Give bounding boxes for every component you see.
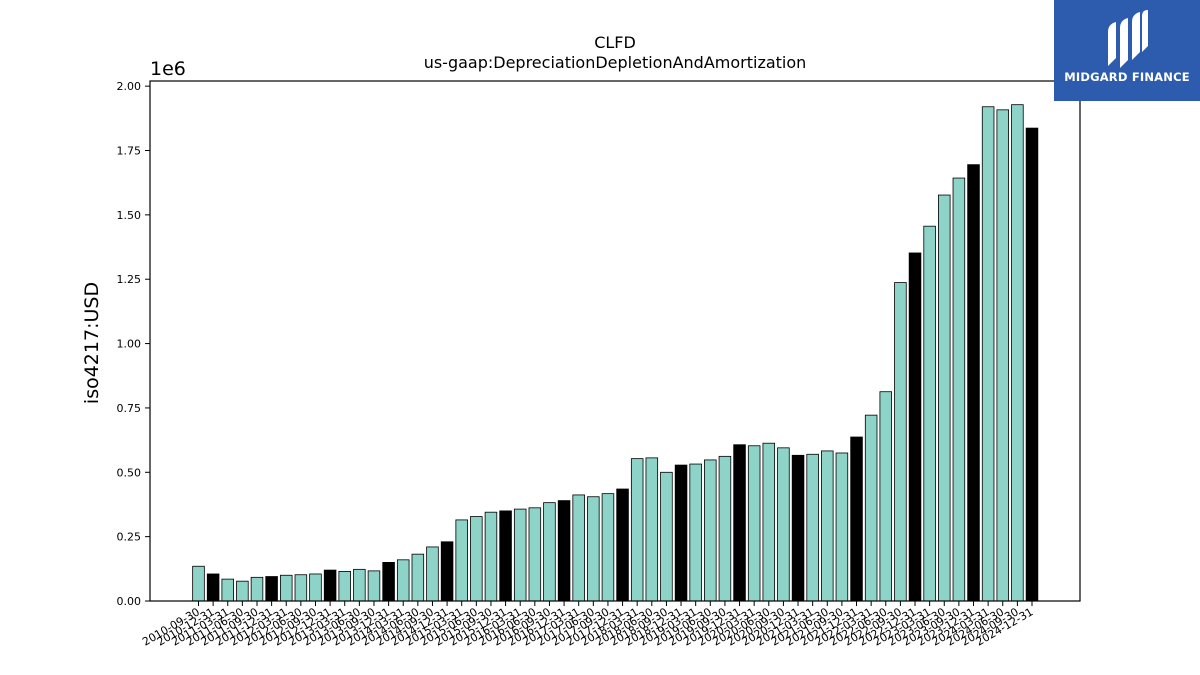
bar-2014-09-30 bbox=[426, 546, 439, 602]
bar-2024-12-31 bbox=[1025, 127, 1039, 602]
bar-2019-06-30 bbox=[704, 459, 717, 602]
chart-subtitle: us-gaap:DepreciationDepletionAndAmortiza… bbox=[424, 53, 807, 72]
bar-2022-03-31 bbox=[864, 414, 878, 602]
bar-2020-12-31 bbox=[791, 454, 805, 602]
bar-2016-09-30 bbox=[543, 502, 556, 602]
bar-2010-09-30 bbox=[192, 565, 205, 602]
midgard-logo-icon bbox=[1108, 10, 1148, 68]
bar-2015-12-31 bbox=[499, 510, 512, 602]
bar-2023-12-31 bbox=[967, 164, 980, 602]
bar-2015-06-30 bbox=[470, 516, 483, 602]
bar-2015-09-30 bbox=[484, 511, 498, 602]
bar-2019-12-31 bbox=[733, 444, 746, 602]
bar-2012-12-31 bbox=[323, 569, 337, 602]
bar-2012-06-30 bbox=[294, 574, 308, 602]
y-tick-label: 0.75 bbox=[117, 402, 142, 415]
bar-2024-06-30 bbox=[996, 109, 1010, 602]
bar-2014-12-31 bbox=[440, 541, 454, 602]
bar-2011-03-31 bbox=[221, 578, 234, 602]
bar-2020-06-30 bbox=[762, 442, 776, 602]
bar-2018-12-31 bbox=[674, 464, 688, 602]
y-tick-label: 0.25 bbox=[117, 531, 142, 544]
bar-2016-03-31 bbox=[513, 508, 527, 602]
bar-2011-09-30 bbox=[250, 576, 264, 602]
bar-2018-03-31 bbox=[630, 458, 644, 602]
y-tick-label: 1.00 bbox=[117, 338, 142, 351]
bar-2016-06-30 bbox=[528, 507, 542, 602]
bar-2024-03-31 bbox=[981, 106, 995, 602]
bar-2019-03-31 bbox=[689, 463, 702, 602]
bar-2017-03-31 bbox=[572, 494, 585, 602]
bar-2021-09-30 bbox=[835, 452, 849, 602]
bar-2020-09-30 bbox=[777, 447, 790, 602]
bar-2023-09-30 bbox=[952, 177, 966, 602]
bar-2021-06-30 bbox=[821, 450, 834, 602]
bar-2013-03-31 bbox=[338, 571, 351, 602]
bar-2012-09-30 bbox=[309, 573, 322, 602]
bar-2017-06-30 bbox=[587, 496, 600, 602]
y-axis-ticks: 0.00 0.25 0.50 0.75 1.00 1.25 1.50 1.75 2.00 bbox=[117, 80, 150, 608]
brand-logo: MIDGARD FINANCE bbox=[1054, 0, 1200, 101]
bar-2021-03-31 bbox=[806, 453, 819, 602]
bar-2013-12-31 bbox=[382, 561, 395, 602]
bar-2022-06-30 bbox=[879, 391, 893, 602]
x-axis-ticks: 2010-09-302010-12-312011-03-312011-06-30… bbox=[140, 601, 1036, 649]
bar-2023-03-31 bbox=[923, 225, 936, 602]
y-tick-label: 1.75 bbox=[117, 145, 142, 158]
bar-2019-09-30 bbox=[718, 455, 732, 602]
bar-2017-09-30 bbox=[601, 493, 615, 602]
bar-2013-09-30 bbox=[367, 570, 381, 602]
bar-2016-12-31 bbox=[557, 500, 571, 602]
bar-2024-09-30 bbox=[1011, 104, 1024, 602]
y-tick-label: 0.00 bbox=[117, 595, 142, 608]
brand-name: MIDGARD FINANCE bbox=[1064, 70, 1190, 84]
bar-2015-03-31 bbox=[455, 519, 468, 602]
y-tick-label: 1.50 bbox=[117, 209, 142, 222]
y-multiplier-label: 1e6 bbox=[150, 58, 186, 80]
chart-title: CLFD bbox=[594, 33, 636, 52]
bar-2013-06-30 bbox=[353, 568, 366, 602]
y-tick-label: 1.25 bbox=[117, 273, 142, 286]
y-tick-label: 0.50 bbox=[117, 466, 142, 479]
bar-2014-03-31 bbox=[396, 559, 410, 602]
plot-frame bbox=[149, 80, 1081, 602]
bar-2012-03-31 bbox=[279, 574, 293, 602]
y-axis-label: iso4217:USD bbox=[81, 282, 103, 404]
bar-2022-09-30 bbox=[894, 282, 907, 602]
bar-2022-12-31 bbox=[908, 252, 922, 602]
y-tick-label: 2.00 bbox=[117, 80, 142, 93]
bar-2014-06-30 bbox=[411, 553, 425, 602]
bar-2020-03-31 bbox=[747, 445, 761, 602]
bars-group bbox=[192, 104, 1039, 602]
bar-2017-12-31 bbox=[616, 488, 629, 602]
bar-2010-12-31 bbox=[206, 573, 220, 602]
bar-2021-12-31 bbox=[850, 436, 863, 602]
bar-2018-09-30 bbox=[660, 471, 673, 602]
bar-2018-06-30 bbox=[645, 457, 659, 602]
bar-2011-06-30 bbox=[236, 580, 249, 602]
bar-2023-06-30 bbox=[938, 194, 951, 602]
bar-2011-12-31 bbox=[265, 576, 278, 602]
